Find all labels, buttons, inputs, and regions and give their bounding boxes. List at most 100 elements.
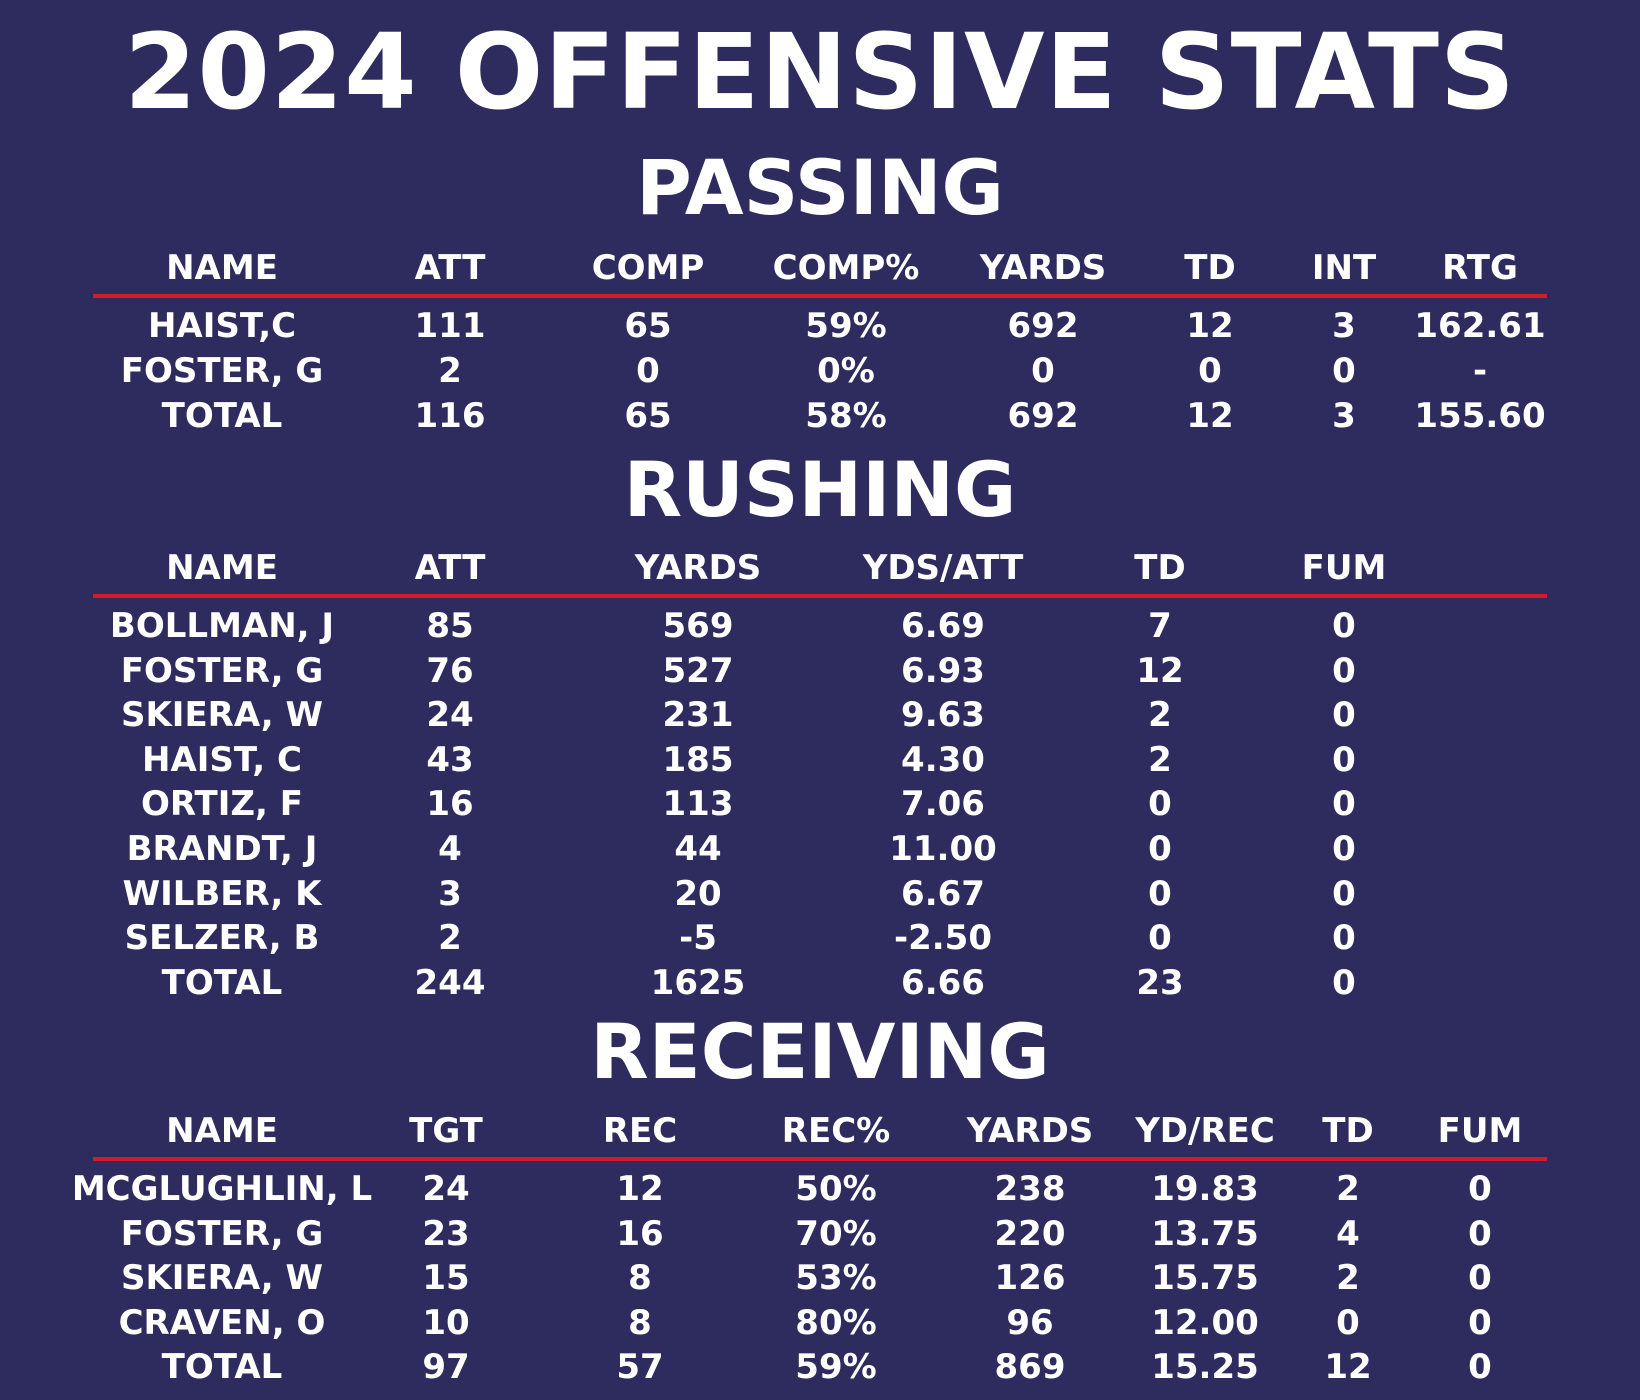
stat-cell: 15.25	[1151, 1347, 1259, 1387]
stat-cell: 24	[426, 695, 474, 735]
stat-cell: 0	[636, 351, 660, 391]
table-row: FOSTER, G 23 16 70% 220 13.75 4 0	[0, 1212, 1640, 1256]
receiving-column-header: TGT	[409, 1111, 483, 1151]
table-row: ORTIZ, F 16 113 7.06 0 0	[0, 782, 1640, 826]
stat-cell: 15	[422, 1258, 470, 1298]
player-name-cell: BOLLMAN, J	[109, 606, 335, 646]
stat-cell: 0	[1332, 695, 1356, 735]
player-name-cell: HAIST, C	[142, 740, 302, 780]
stat-cell: 50%	[795, 1169, 877, 1209]
stat-cell: 2	[1148, 695, 1172, 735]
table-row: WILBER, K 3 20 6.67 0 0	[0, 872, 1640, 916]
stat-cell: 0	[1332, 740, 1356, 780]
stat-cell: 65	[624, 306, 672, 346]
rushing-header-row: NAME ATT YARDS YDS/ATT TD FUM	[0, 546, 1640, 590]
rushing-column-header: ATT	[414, 548, 486, 588]
stat-cell: 3	[1332, 396, 1356, 436]
table-row: HAIST,C 111 65 59% 692 12 3 162.61	[0, 304, 1640, 348]
passing-title: PASSING	[636, 143, 1004, 232]
stat-cell: -	[1472, 351, 1488, 391]
stat-cell: 2	[1336, 1169, 1360, 1209]
stat-cell: 10	[422, 1303, 470, 1343]
stat-cell: 0	[1332, 784, 1356, 824]
receiving-column-header: REC%	[781, 1111, 891, 1151]
stat-cell: 126	[994, 1258, 1066, 1298]
stat-cell: 13.75	[1151, 1214, 1259, 1254]
stat-cell: 12.00	[1151, 1303, 1259, 1343]
stat-cell: 0	[1148, 874, 1172, 914]
receiving-column-header: FUM	[1437, 1111, 1523, 1151]
stat-cell: 155.60	[1414, 396, 1546, 436]
player-name-cell: ORTIZ, F	[140, 784, 304, 824]
receiving-column-header: REC	[602, 1111, 678, 1151]
stat-cell: 6.67	[901, 874, 985, 914]
stat-cell: 65	[624, 396, 672, 436]
stat-cell: 692	[1007, 396, 1079, 436]
stat-cell: 569	[662, 606, 734, 646]
stat-cell: -5	[679, 918, 717, 958]
stat-cell: 2	[438, 918, 462, 958]
passing-column-header: TD	[1184, 248, 1236, 288]
stat-cell: 85	[426, 606, 474, 646]
stat-cell: 4	[1336, 1214, 1360, 1254]
player-name-cell: TOTAL	[161, 963, 283, 1003]
stat-cell: 12	[1186, 306, 1234, 346]
player-name-cell: MCGLUGHLIN, L	[71, 1169, 373, 1209]
stat-cell: 0	[1031, 351, 1055, 391]
stat-cell: 7.06	[901, 784, 985, 824]
table-row: HAIST, C 43 185 4.30 2 0	[0, 738, 1640, 782]
stat-cell: 220	[994, 1214, 1066, 1254]
stat-cell: 4.30	[901, 740, 985, 780]
stat-cell: 16	[616, 1214, 664, 1254]
stat-cell: 15.75	[1151, 1258, 1259, 1298]
stat-cell: 4	[438, 829, 462, 869]
stat-cell: 0	[1148, 784, 1172, 824]
stat-cell: 2	[438, 351, 462, 391]
receiving-header-divider	[93, 1157, 1547, 1161]
stat-cell: 0	[1332, 829, 1356, 869]
stat-cell: 0	[1332, 918, 1356, 958]
table-row: BOLLMAN, J 85 569 6.69 7 0	[0, 604, 1640, 648]
rushing-column-header: TD	[1134, 548, 1186, 588]
stat-cell: 185	[662, 740, 734, 780]
rushing-header-divider	[93, 594, 1547, 598]
stat-cell: 19.83	[1151, 1169, 1259, 1209]
stat-cell: 116	[414, 396, 486, 436]
passing-column-header: NAME	[166, 248, 278, 288]
stat-cell: 23	[1136, 963, 1184, 1003]
rushing-total-row: TOTAL 244 1625 6.66 23 0	[0, 961, 1640, 1005]
stat-cell: 20	[674, 874, 722, 914]
passing-column-header: RTG	[1442, 248, 1518, 288]
stat-cell: 238	[994, 1169, 1066, 1209]
stat-cell: 11.00	[889, 829, 997, 869]
table-row: BRANDT, J 4 44 11.00 0 0	[0, 827, 1640, 871]
stat-cell: 6.93	[901, 651, 985, 691]
stat-cell: 3	[438, 874, 462, 914]
stat-cell: 0	[1148, 918, 1172, 958]
player-name-cell: SKIERA, W	[120, 1258, 324, 1298]
receiving-total-row: TOTAL 97 57 59% 869 15.25 12 0	[0, 1345, 1640, 1389]
receiving-title: RECEIVING	[590, 1007, 1050, 1096]
rushing-column-header: NAME	[166, 548, 278, 588]
stat-cell: 0	[1468, 1169, 1492, 1209]
passing-column-header: INT	[1311, 248, 1377, 288]
stat-cell: 12	[1136, 651, 1184, 691]
stat-cell: 0	[1336, 1303, 1360, 1343]
stat-cell: 9.63	[901, 695, 985, 735]
stat-cell: 59%	[795, 1347, 877, 1387]
stat-cell: 527	[662, 651, 734, 691]
stat-cell: 0	[1332, 963, 1356, 1003]
passing-header-divider	[93, 294, 1547, 298]
stat-cell: 869	[994, 1347, 1066, 1387]
passing-column-header: YARDS	[979, 248, 1107, 288]
stat-cell: 2	[1148, 740, 1172, 780]
stat-cell: -2.50	[894, 918, 992, 958]
passing-header-row: NAME ATT COMP COMP% YARDS TD INT RTG	[0, 246, 1640, 290]
stat-cell: 0%	[817, 351, 875, 391]
stat-cell: 44	[674, 829, 722, 869]
table-row: SKIERA, W 24 231 9.63 2 0	[0, 693, 1640, 737]
stat-cell: 0	[1468, 1347, 1492, 1387]
stat-cell: 76	[426, 651, 474, 691]
stat-cell: 53%	[795, 1258, 877, 1298]
stat-cell: 6.69	[901, 606, 985, 646]
